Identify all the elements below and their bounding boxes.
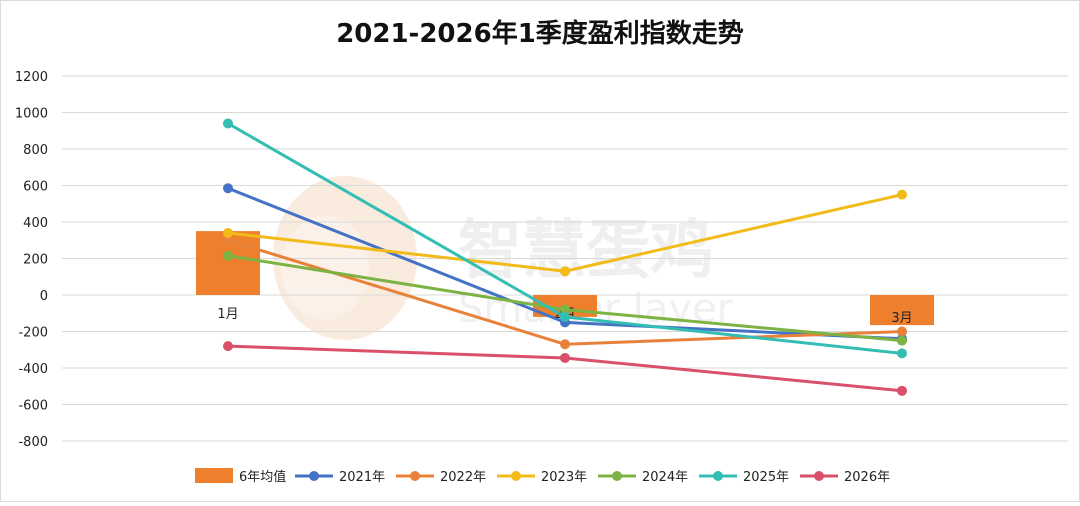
legend-swatch-marker [410,471,420,481]
watermark-logo-inner [281,216,369,320]
data-point [223,235,233,246]
legend-swatch-marker [814,471,824,481]
y-tick-label: 1200 [15,70,48,85]
legend-label: 2025年 [743,470,789,485]
y-axis: 1200 1000 800 600 400 200 0 -200 -400 -600 -800 [15,70,48,450]
line-series [223,118,907,396]
data-point [897,189,907,200]
legend-label: 2023年 [541,470,587,485]
y-tick-label: -400 [18,362,48,377]
y-tick-label: 800 [23,143,48,158]
x-tick-label: 1月 [217,307,238,322]
y-tick-label: 400 [23,216,48,231]
data-point [897,335,907,346]
y-tick-label: -800 [18,435,48,450]
legend-label: 6年均值 [239,469,286,485]
data-point [897,385,907,396]
y-tick-label: 0 [40,289,48,304]
legend: 6年均值 2021年 2022年 2023年 2024年 2025年 2026年 [195,468,890,485]
data-point [560,266,570,277]
data-point [223,250,233,261]
legend-label: 2021年 [339,470,385,485]
legend-swatch-marker [511,471,521,481]
data-point [560,311,570,322]
y-tick-label: -600 [18,399,48,414]
data-point [897,326,907,337]
data-point [897,348,907,359]
legend-swatch-marker [612,471,622,481]
y-tick-label: 200 [23,253,48,268]
chart-title: 2021-2026年1季度盈利指数走势 [336,18,744,49]
y-tick-label: 600 [23,180,48,195]
data-point [223,227,233,238]
data-point [223,183,233,194]
watermark-text-cn: 智慧蛋鸡 [458,214,714,288]
data-point [223,341,233,352]
data-point [223,118,233,129]
legend-swatch-bar [195,468,233,483]
legend-label: 2026年 [844,470,890,485]
y-tick-label: -200 [18,326,48,341]
legend-swatch-marker [713,471,723,481]
legend-swatch-marker [309,471,319,481]
legend-label: 2022年 [440,470,486,485]
legend-label: 2024年 [642,470,688,485]
y-tick-label: 1000 [15,107,48,122]
bar-6yr-avg-3 [870,295,934,326]
data-point [560,352,570,363]
data-point [560,339,570,350]
x-tick-label: 3月 [891,311,912,326]
data-point [560,304,570,315]
